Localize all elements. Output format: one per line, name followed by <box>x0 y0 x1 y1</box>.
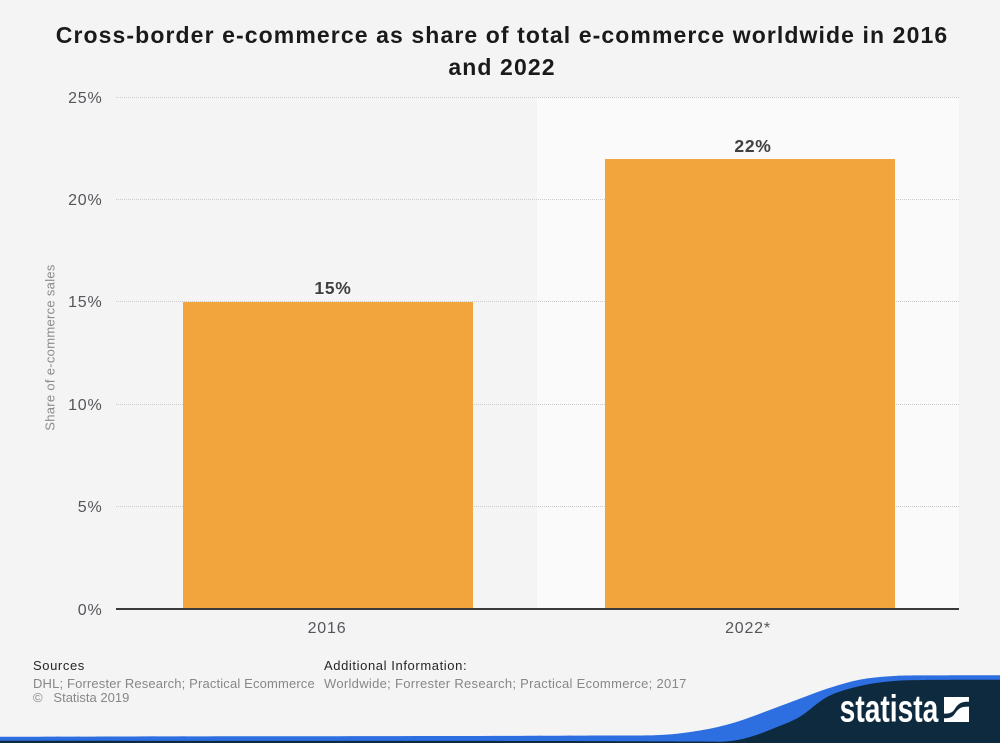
svg-text:statista: statista <box>840 689 939 730</box>
